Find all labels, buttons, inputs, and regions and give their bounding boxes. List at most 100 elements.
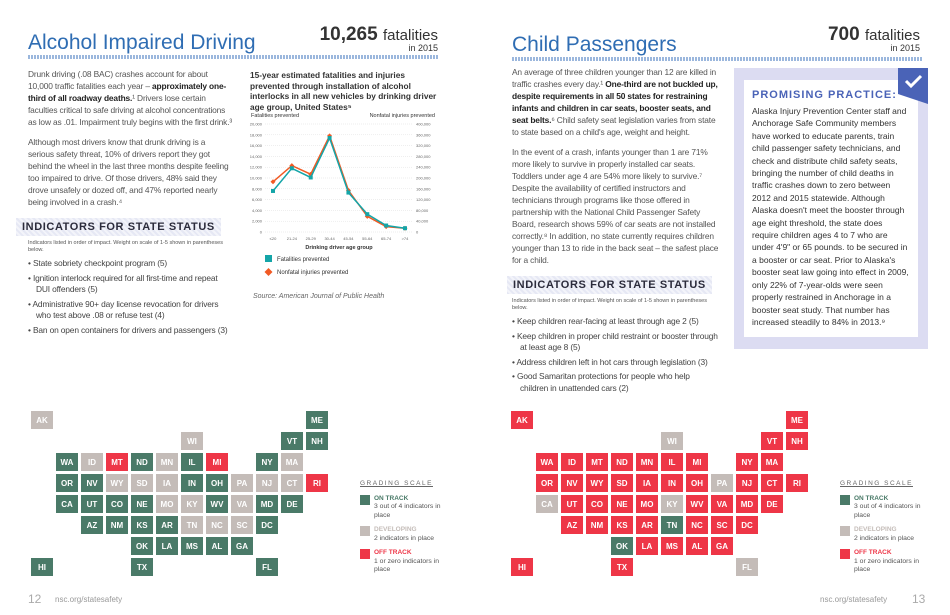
state-mi: MI	[685, 452, 709, 472]
y-tick-right: 120,000	[416, 197, 431, 202]
state-ar: AR	[635, 515, 659, 535]
y-tick-left: 16,000	[250, 143, 263, 148]
data-point	[365, 212, 370, 217]
y-tick-right: 80,000	[416, 208, 429, 213]
legend-item: ON TRACK 3 out of 4 indicators in place	[360, 494, 455, 521]
indicators-list: Keep children rear-facing at least throu…	[512, 316, 720, 397]
state-ct: CT	[280, 473, 304, 493]
state-me: ME	[785, 410, 809, 430]
data-point	[270, 179, 276, 185]
list-item: Administrative 90+ day license revocatio…	[28, 299, 233, 322]
y-tick-right: 400,000	[416, 122, 431, 127]
series-line	[272, 133, 406, 229]
state-nv: NV	[560, 473, 584, 493]
state-ak: AK	[510, 410, 534, 430]
state-vt: VT	[760, 431, 784, 451]
legend-item: DEVELOPING 2 indicators in place	[840, 526, 935, 543]
state-fl: FL	[255, 557, 279, 577]
state-wa: WA	[535, 452, 559, 472]
state-hi: HI	[30, 557, 54, 577]
state-tn: TN	[660, 515, 684, 535]
legend-swatch	[264, 268, 273, 276]
state-or: OR	[535, 473, 559, 493]
x-tick: 30-44	[324, 236, 335, 241]
state-ri: RI	[785, 473, 809, 493]
grading-legend: GRADING SCALE ON TRACK 3 out of 4 indicato…	[840, 480, 935, 581]
state-ga: GA	[710, 536, 734, 556]
state-tx: TX	[130, 557, 154, 577]
legend-swatch	[840, 549, 850, 559]
state-ga: GA	[230, 536, 254, 556]
footer-url: nsc.org/statesafety	[55, 595, 123, 604]
indicators-note: Indicators listed in order of impact. We…	[28, 240, 223, 253]
footer-url: nsc.org/statesafety	[820, 595, 888, 604]
state-ar: AR	[155, 515, 179, 535]
divider	[512, 57, 922, 61]
state-va: VA	[230, 494, 254, 514]
state-ne: NE	[130, 494, 154, 514]
state-mt: MT	[105, 452, 129, 472]
state-az: AZ	[560, 515, 584, 535]
data-point	[271, 188, 275, 193]
state-il: IL	[180, 452, 204, 472]
state-ct: CT	[760, 473, 784, 493]
promising-practice-box: PROMISING PRACTICE: Alaska Injury Preven…	[734, 68, 928, 350]
state-me: ME	[305, 410, 329, 430]
data-point	[308, 175, 313, 180]
list-item: Address children left in hot cars throug…	[512, 357, 720, 369]
state-ms: MS	[180, 536, 204, 556]
legend-swatch	[360, 494, 370, 505]
legend-swatch	[360, 549, 370, 559]
state-nc: NC	[685, 515, 709, 535]
state-tn: TN	[180, 515, 204, 535]
state-wy: WY	[585, 473, 609, 493]
state-nh: NH	[305, 431, 329, 451]
y-tick-left: 18,000	[250, 132, 263, 137]
state-il: IL	[660, 452, 684, 472]
y-tick-right: 240,000	[416, 165, 431, 170]
state-nm: NM	[105, 515, 129, 535]
state-ky: KY	[660, 494, 684, 514]
state-nd: ND	[130, 452, 154, 472]
right-axis-label: Nonfatal injuries prevented	[370, 113, 435, 119]
state-dc: DC	[735, 515, 759, 535]
y-tick-left: 4,000	[252, 208, 263, 213]
state-id: ID	[560, 452, 584, 472]
legend-swatch	[265, 255, 272, 262]
legend-swatch	[840, 494, 850, 505]
list-item: Good Samaritan protections for people wh…	[512, 371, 720, 394]
list-item: Keep children rear-facing at least throu…	[512, 316, 720, 328]
us-map-alcohol: AK ME WI VT NH WA ID MT ND MN IL MI NY MA OR NV WY SD IA IN…	[30, 410, 330, 582]
state-dc: DC	[255, 515, 279, 535]
list-item: Ban on open containers for drivers and p…	[28, 325, 233, 337]
y-tick-left: 8,000	[252, 186, 263, 191]
x-tick: 65-74	[381, 236, 392, 241]
y-tick-left: 10,000	[250, 176, 263, 181]
state-nv: NV	[80, 473, 104, 493]
page-number: 12	[28, 592, 42, 606]
state-ms: MS	[660, 536, 684, 556]
state-nh: NH	[785, 431, 809, 451]
state-nm: NM	[585, 515, 609, 535]
state-or: OR	[55, 473, 79, 493]
fatality-stat: 700 fatalities in 2015	[827, 24, 920, 53]
state-tx: TX	[610, 557, 634, 577]
state-co: CO	[105, 494, 129, 514]
chart-source: Source: American Journal of Public Healt…	[253, 293, 385, 300]
y-tick-right: 360,000	[416, 132, 431, 137]
y-tick-left: 14,000	[250, 154, 263, 159]
state-de: DE	[760, 494, 784, 514]
us-map-child: AK ME WI VT NH WA ID MT ND MN IL MI NY MA OR NV WY SD IA IN…	[510, 410, 810, 582]
checkmark-icon	[898, 68, 928, 104]
state-mi: MI	[205, 452, 229, 472]
state-wi: WI	[180, 431, 204, 451]
state-ia: IA	[635, 473, 659, 493]
data-point	[289, 166, 294, 171]
legend-swatch	[360, 526, 370, 536]
list-item: Keep children in proper child restraint …	[512, 331, 720, 354]
legend-item: ON TRACK 3 out of 4 indicators in place	[840, 494, 935, 521]
state-az: AZ	[80, 515, 104, 535]
data-point	[403, 226, 407, 231]
state-sd: SD	[610, 473, 634, 493]
y-tick-right: 160,000	[416, 186, 431, 191]
